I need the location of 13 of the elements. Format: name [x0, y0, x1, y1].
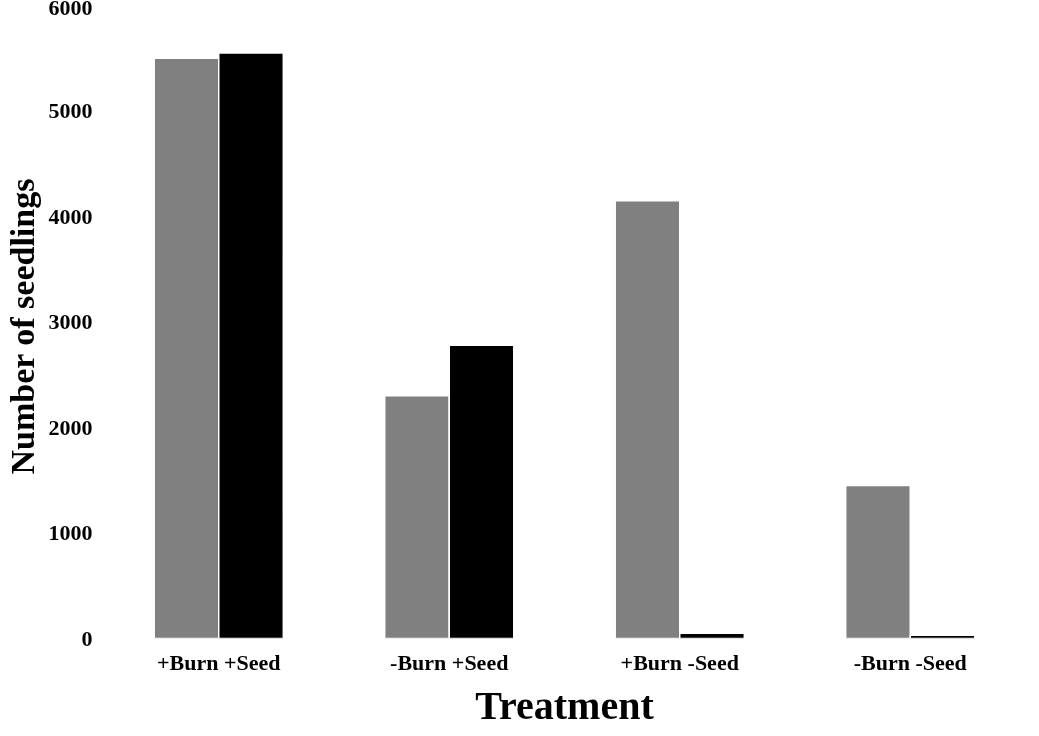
- y-tick-label: 6000: [48, 0, 93, 20]
- y-axis-title: Number of seedlings: [3, 178, 41, 475]
- y-tick-label: 2000: [48, 414, 93, 440]
- x-tick-label: +Burn -Seed: [620, 649, 739, 675]
- x-tick-label: -Burn -Seed: [853, 649, 967, 675]
- x-axis-title: Treatment: [475, 682, 655, 728]
- x-tick-label: +Burn +Seed: [157, 649, 281, 675]
- y-tick-label: 4000: [48, 203, 93, 229]
- y-tick-label: 3000: [48, 309, 93, 334]
- y-tick-label: 5000: [48, 98, 93, 123]
- y-tick-label: 1000: [48, 520, 93, 545]
- x-tick-label: -Burn +Seed: [390, 649, 509, 675]
- y-tick-label: 0: [81, 625, 93, 651]
